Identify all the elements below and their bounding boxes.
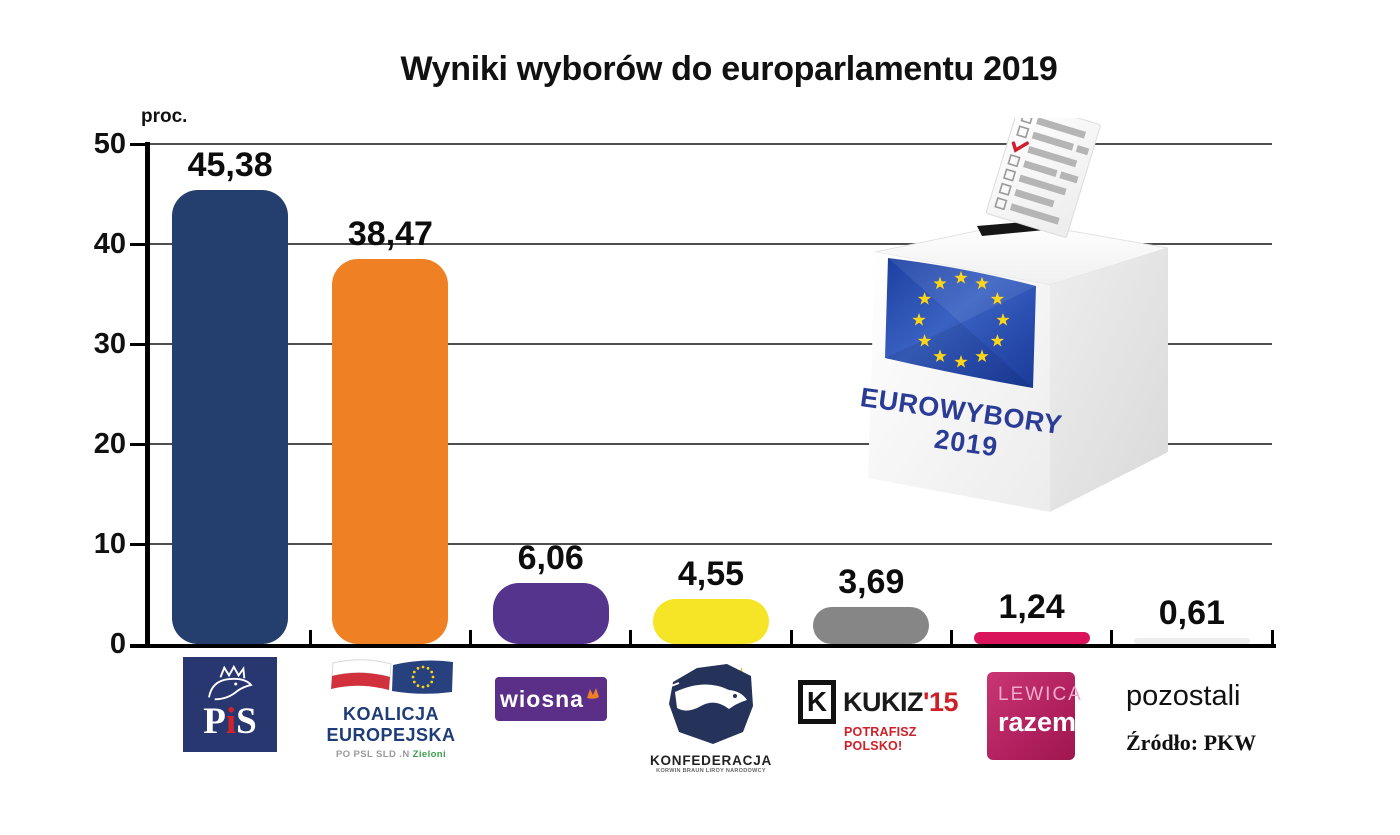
bar — [332, 259, 449, 644]
pis-eagle-icon — [208, 664, 253, 701]
source-label: Źródło: PKW — [1126, 730, 1257, 755]
gridline — [150, 243, 1272, 245]
x-axis-line — [130, 644, 1276, 648]
wiosna-logo: wiosna — [495, 677, 607, 721]
category-label-pozostali: pozostali — [1126, 680, 1241, 712]
y-tick-label: 50 — [93, 128, 126, 160]
bar — [653, 598, 769, 644]
wiosna-bird-icon — [586, 688, 599, 699]
x-tick-mark — [1270, 630, 1274, 644]
lewica-logo-line1: LEWICA — [998, 684, 1083, 705]
y-axis-unit-label: proc. — [141, 106, 188, 127]
bar — [492, 583, 609, 644]
x-tick-mark — [629, 630, 633, 644]
ballot-box-right-face — [1050, 248, 1168, 512]
kukiz-k-icon: K — [798, 680, 837, 724]
y-tick-mark — [130, 542, 145, 546]
y-tick-mark — [130, 442, 145, 446]
kukiz15-logo: K KUKIZ'15 POTRAFISZ POLSKO! — [798, 680, 958, 753]
wiosna-logo-text: wiosna — [500, 685, 584, 712]
konfederacja-eagle-icon — [669, 664, 753, 744]
plot-area: 0 10 20 30 40 50 45,38 38,47 6,06 4,55 3,69 1,24 0,6… — [94, 130, 1276, 659]
bar-value-label: 0,61 — [1158, 593, 1225, 632]
y-tick-label: 30 — [93, 328, 126, 360]
gridline — [150, 343, 1272, 345]
bar — [813, 607, 930, 644]
chart-title: Wyniki wyborów do europarlamentu 2019 — [400, 50, 1058, 88]
pl-eu-flags-icon — [331, 659, 453, 694]
bar-value-label: 45,38 — [187, 146, 273, 185]
x-tick-mark — [469, 630, 473, 644]
pis-logo-text: PiS — [203, 701, 257, 742]
x-tick-mark — [308, 630, 312, 644]
gridline — [150, 143, 1272, 145]
y-tick-label: 10 — [93, 528, 126, 560]
bar-value-label: 1,24 — [998, 587, 1065, 626]
eu-flag — [885, 258, 1036, 388]
bar — [973, 631, 1090, 644]
bar-value-label: 4,55 — [677, 554, 745, 593]
bar-value-label: 38,47 — [347, 215, 433, 254]
koalicja-europejska-logo: KOALICJA EUROPEJSKA PO PSL SLD .N Zielon… — [322, 655, 460, 760]
red-check-mark — [1011, 141, 1029, 153]
y-tick-label: 20 — [93, 428, 126, 460]
ke-logo-line1: KOALICJA — [342, 704, 439, 724]
bar-value-label: 6,06 — [517, 539, 584, 578]
kukiz-logo-text: KUKIZ'15 — [843, 686, 958, 717]
lewica-logo-line2: razem — [998, 707, 1077, 737]
ke-logo-line2: EUROPEJSKA — [326, 724, 456, 745]
gridline — [150, 543, 1272, 545]
bar — [172, 190, 289, 644]
y-tick-label: 40 — [93, 228, 126, 260]
y-axis-line — [145, 142, 150, 648]
ballot-box-illustration: EUROWYBORY 2019 — [858, 118, 1169, 512]
x-tick-mark — [789, 630, 793, 644]
lewica-razem-logo: LEWICA razem — [987, 672, 1083, 760]
pis-logo: PiS — [183, 657, 277, 752]
gridline — [150, 443, 1272, 445]
ballot-paper — [985, 118, 1101, 238]
ke-logo-subtext: PO PSL SLD .N Zieloni — [335, 749, 447, 761]
y-tick-mark — [130, 142, 145, 146]
konfederacja-logo-text: KONFEDERACJA — [649, 753, 773, 768]
x-tick-mark — [949, 630, 953, 644]
konfederacja-logo: KONFEDERACJA KORWIN BRAUN LIROY NARODOWC… — [648, 660, 774, 774]
konfederacja-logo-subtext: KORWIN BRAUN LIROY NARODOWCY — [656, 768, 766, 774]
y-tick-label: 0 — [109, 628, 126, 660]
y-tick-mark — [130, 242, 145, 246]
y-tick-mark — [130, 342, 145, 346]
bar-value-label: 3,69 — [838, 563, 905, 602]
bar — [1133, 637, 1250, 644]
kukiz-logo-slogan: POTRAFISZ POLSKO! — [844, 725, 917, 753]
x-tick-mark — [1110, 630, 1114, 644]
